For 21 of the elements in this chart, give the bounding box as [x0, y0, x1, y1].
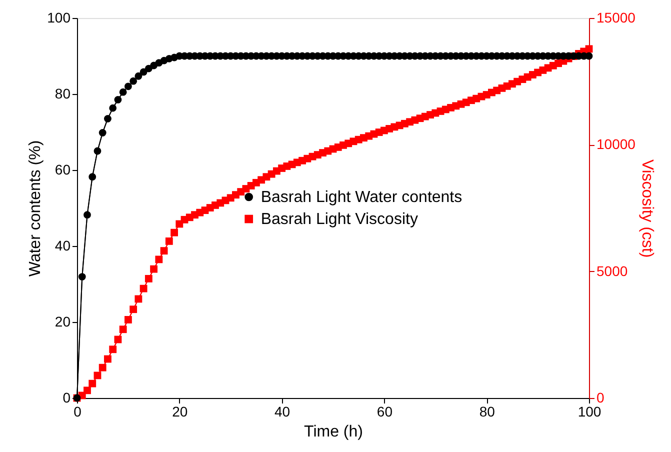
y-tick-label: 80	[54, 86, 71, 102]
y2-tick-label: 10000	[596, 136, 636, 152]
y2-tick-label: 15000	[596, 10, 636, 26]
y-axis-title: Water contents (%)	[27, 140, 44, 277]
y-tick-label: 60	[54, 162, 71, 178]
legend-label: Basrah Light Viscosity	[260, 211, 418, 228]
y2-tick-label: 5000	[596, 262, 628, 279]
x-tick-label: 80	[479, 404, 496, 420]
y-tick-label: 40	[54, 238, 71, 254]
x-tick-label: 40	[274, 404, 290, 420]
x-tick-label: 20	[172, 404, 188, 420]
legend-label: Basrah Light Water contents	[260, 189, 462, 206]
y-tick-label: 100	[47, 10, 71, 26]
y-tick-label: 20	[54, 314, 71, 330]
y2-tick-label: 0	[596, 390, 604, 406]
x-tick-label: 0	[74, 404, 82, 420]
x-axis-title: Time (h)	[304, 424, 363, 440]
y-tick-label: 0	[62, 390, 71, 406]
x-tick-label: 60	[376, 404, 393, 420]
x-tick-label: 100	[578, 404, 602, 420]
y2-axis-title: Viscosity (cst)	[638, 159, 656, 258]
